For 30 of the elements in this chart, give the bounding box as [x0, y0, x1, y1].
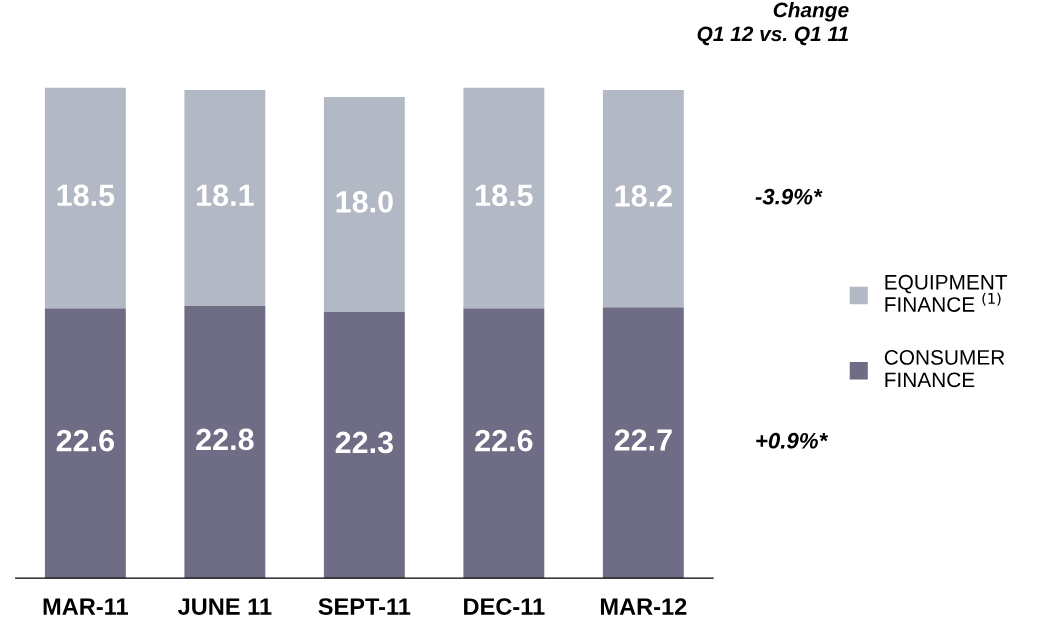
x-tick-label: MAR-11: [43, 598, 128, 615]
data-label: 18.2: [615, 185, 672, 207]
data-label: 22.3: [335, 431, 393, 454]
text: Change Q1 12 vs. Q1 11: [697, 2, 849, 46]
data-label: 18.5: [476, 184, 533, 207]
text: -3.9%*: [755, 188, 823, 205]
bar: [184, 89, 266, 306]
x-tick-label: JUNE 11: [177, 598, 272, 615]
data-label: 18.1: [197, 184, 254, 207]
bar: [44, 308, 126, 579]
bar: [323, 97, 405, 312]
bar: [184, 305, 266, 579]
bar: [463, 87, 545, 309]
data-label: 22.7: [614, 429, 672, 451]
bar: [602, 307, 684, 579]
data-label: 18.5: [57, 184, 115, 207]
bar: [44, 87, 126, 309]
data-label: 18.0: [336, 191, 393, 213]
bar: [602, 89, 684, 308]
legend-label: EQUIPMENT FINANCE $^{(1)}$: [885, 274, 1008, 312]
bar: [463, 308, 545, 579]
data-label: 22.6: [56, 429, 114, 452]
x-tick-label: DEC-11: [464, 598, 545, 615]
data-label: 22.8: [196, 428, 254, 451]
x-tick-label: MAR-12: [600, 598, 687, 615]
legend-label: CONSUMER FINANCE: [884, 350, 1005, 388]
x-tick-label: SEPT-11: [318, 598, 411, 615]
text: +0.9%*: [756, 432, 829, 449]
data-label: 22.6: [475, 429, 533, 452]
bar: [323, 311, 405, 579]
